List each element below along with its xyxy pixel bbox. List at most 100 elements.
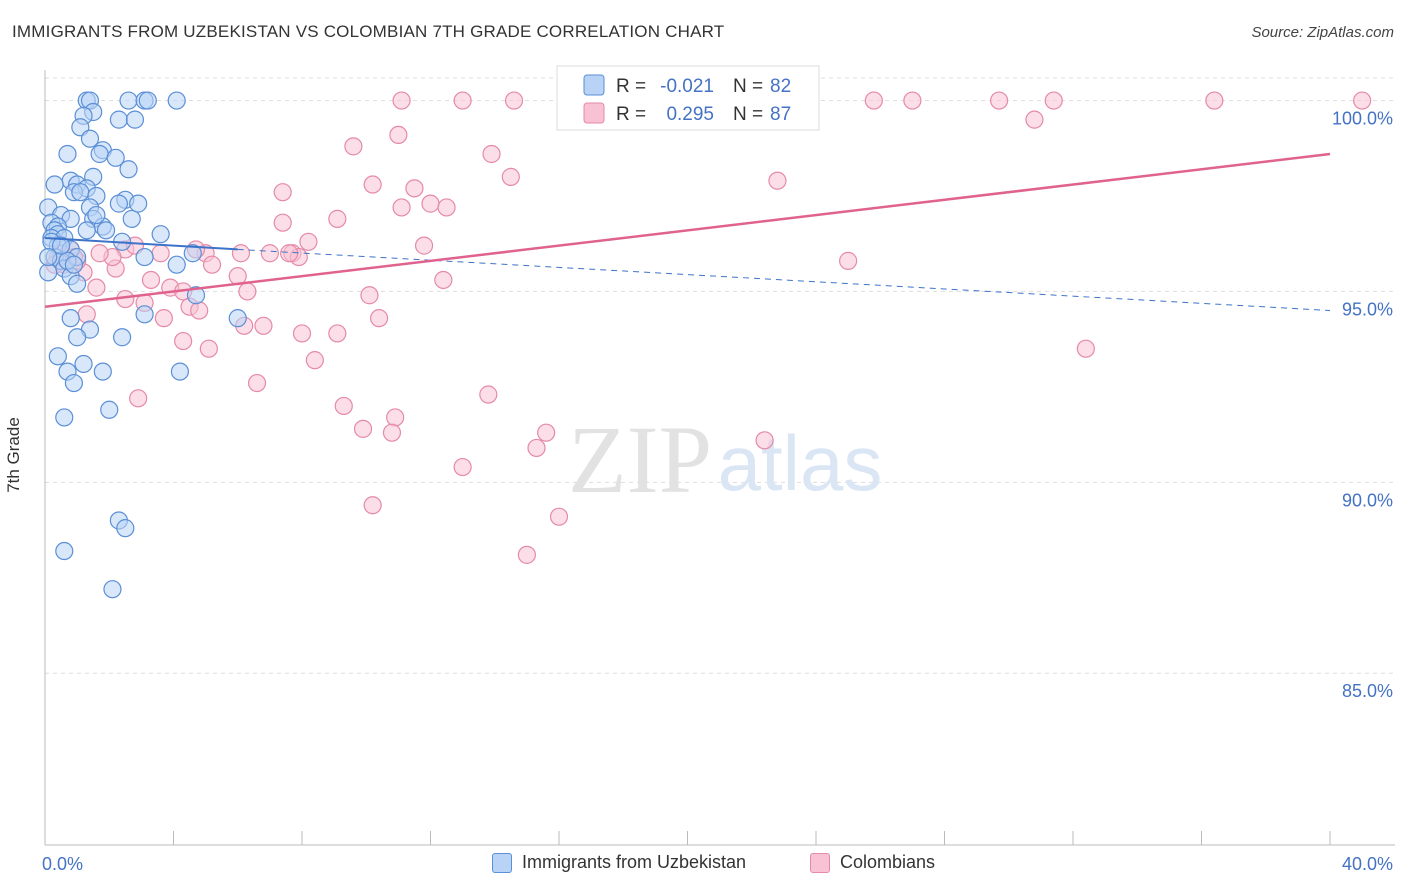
- y-tick-label-1: 90.0%: [1342, 490, 1393, 510]
- uzbekistan-trend-dashed: [237, 248, 1331, 312]
- uzbekistan-point: [170, 362, 190, 381]
- y-tick-label-3: 100.0%: [1332, 109, 1393, 129]
- colombians-point: [90, 244, 109, 263]
- legend-label-colombians: Colombians: [840, 852, 936, 872]
- colombians-point: [479, 385, 498, 404]
- legend-r-value-0: -0.021: [660, 76, 714, 97]
- colombians-point: [437, 198, 456, 217]
- x-tick-label-min: 0.0%: [42, 854, 83, 874]
- uzbekistan-point: [151, 225, 170, 244]
- watermark: ZIP atlas: [568, 406, 882, 513]
- colombians-point: [537, 423, 556, 442]
- colombians-point: [360, 286, 379, 305]
- legend-swatch-blue: [492, 852, 512, 873]
- colombians-point: [202, 255, 222, 274]
- grid-lines: [45, 77, 1395, 674]
- legend-swatch-0: [583, 74, 605, 96]
- colombians-point: [517, 545, 536, 564]
- colombians-point: [527, 438, 546, 458]
- colombians-point: [434, 270, 453, 290]
- legend-series: Immigrants from Uzbekistan Colombians: [0, 852, 1406, 878]
- uzbekistan-point: [51, 236, 71, 255]
- colombians-point: [501, 167, 520, 186]
- uzbekistan-point: [228, 309, 247, 328]
- uzbekistan-point: [167, 255, 186, 274]
- uzbekistan-point: [106, 148, 125, 167]
- legend-n-label-1: N =: [733, 104, 763, 125]
- uzbekistan-point: [39, 263, 58, 282]
- colombians-point: [273, 183, 292, 202]
- colombians-point: [299, 232, 318, 251]
- colombians-point: [453, 457, 472, 477]
- uzbekistan-point: [167, 91, 186, 110]
- watermark-atlas: atlas: [718, 419, 883, 507]
- legend-n-value-1: 87: [770, 104, 791, 125]
- colombians-point: [238, 282, 257, 301]
- colombians-point: [405, 179, 424, 198]
- watermark-zip: ZIP: [568, 406, 712, 513]
- uzbekistan-point: [39, 247, 58, 267]
- uzbekistan-point: [116, 519, 135, 538]
- chart-title: IMMIGRANTS FROM UZBEKISTAN VS COLOMBIAN …: [12, 22, 725, 41]
- legend-r-label-1: R =: [616, 104, 646, 125]
- colombians-point: [903, 91, 922, 110]
- y-tick-label-0: 85.0%: [1342, 681, 1393, 701]
- legend-label-uzbekistan: Immigrants from Uzbekistan: [522, 852, 747, 872]
- colombians-trend: [44, 152, 1331, 308]
- colombians-point: [453, 91, 472, 110]
- colombians-point: [1025, 110, 1044, 129]
- legend-r-value-1: 0.295: [666, 104, 714, 125]
- colombians-point: [990, 91, 1009, 110]
- colombians-point: [190, 301, 209, 320]
- legend-swatch-1: [583, 102, 605, 124]
- colombians-point: [1044, 91, 1063, 110]
- uzbekistan-point: [87, 205, 106, 225]
- uzbekistan-point: [125, 110, 145, 129]
- colombians-point: [363, 496, 382, 515]
- colombians-point: [386, 408, 405, 427]
- colombians-point: [370, 309, 389, 328]
- colombians-point: [864, 91, 883, 110]
- uzbekistan-point: [61, 309, 80, 328]
- colombians-point: [382, 423, 402, 442]
- legend-swatch-pink: [810, 852, 830, 873]
- colombians-point: [768, 171, 787, 190]
- colombians-point: [328, 209, 347, 228]
- uzbekistan-point: [93, 362, 112, 381]
- uzbekistan-point: [135, 305, 154, 324]
- legend-n-label-0: N =: [733, 76, 763, 97]
- colombians-point: [305, 351, 324, 370]
- colombians-point: [839, 251, 858, 270]
- uzbekistan-point: [45, 175, 64, 194]
- colombians-point: [154, 309, 173, 328]
- uzbekistan-point: [122, 209, 141, 228]
- legend-stats: R = -0.021 N = 82 R = 0.295 N = 87: [556, 65, 820, 131]
- chart-source: Source: ZipAtlas.com: [1251, 24, 1394, 41]
- uzbekistan-point: [109, 110, 128, 129]
- uzbekistan-point: [100, 400, 119, 419]
- colombians-point: [199, 339, 218, 358]
- y-tick-label-2: 95.0%: [1342, 299, 1393, 319]
- uzbekistan-trend-solid: [44, 236, 238, 251]
- uzbekistan-point: [183, 244, 202, 263]
- uzbekistan-point: [135, 247, 154, 267]
- trend-lines: [44, 152, 1331, 312]
- colombians-point: [1205, 91, 1224, 110]
- legend-n-value-0: 82: [770, 76, 791, 97]
- colombians-point: [77, 305, 96, 324]
- colombians-point: [1353, 91, 1372, 110]
- colombians-point: [273, 213, 292, 232]
- tick-labels: 85.0% 90.0% 95.0% 100.0% 0.0% 40.0%: [42, 109, 1393, 874]
- uzbekistan-point: [119, 91, 138, 110]
- uzbekistan-point: [112, 328, 132, 347]
- colombians-point: [504, 91, 524, 110]
- colombians-point: [421, 194, 440, 213]
- uzbekistan-point: [138, 91, 157, 110]
- uzbekistan-point: [80, 129, 100, 148]
- colombians-point: [353, 419, 373, 438]
- uzbekistan-point: [68, 328, 87, 347]
- colombians-point: [334, 396, 353, 416]
- uzbekistan-point: [58, 144, 77, 164]
- uzbekistan-point: [129, 194, 148, 213]
